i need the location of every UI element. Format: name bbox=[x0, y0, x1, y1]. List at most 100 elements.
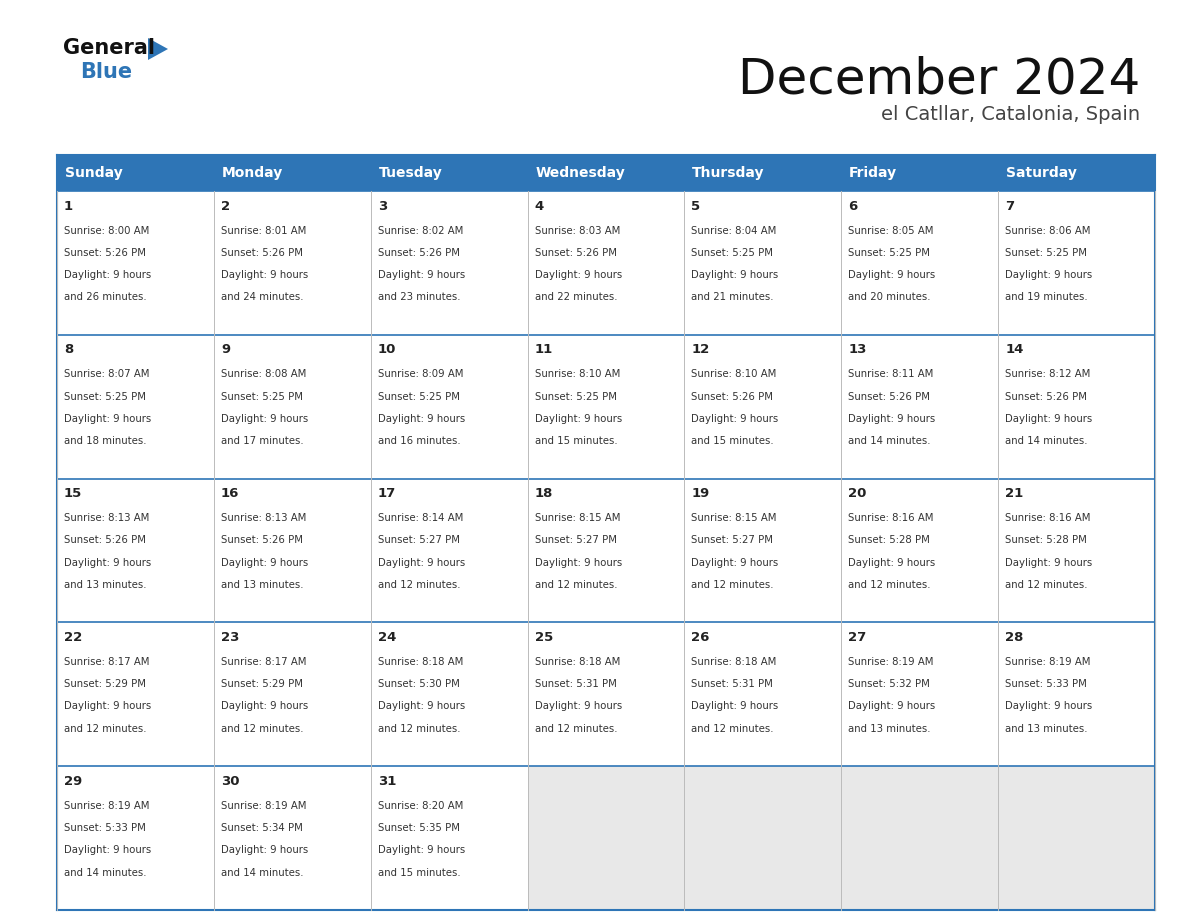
Text: Daylight: 9 hours: Daylight: 9 hours bbox=[1005, 270, 1093, 280]
Text: 22: 22 bbox=[64, 631, 82, 644]
Text: Sunset: 5:33 PM: Sunset: 5:33 PM bbox=[64, 823, 146, 833]
Text: 28: 28 bbox=[1005, 631, 1024, 644]
Text: Daylight: 9 hours: Daylight: 9 hours bbox=[848, 414, 936, 424]
Text: 27: 27 bbox=[848, 631, 866, 644]
Text: Sunset: 5:29 PM: Sunset: 5:29 PM bbox=[64, 679, 146, 689]
Text: Daylight: 9 hours: Daylight: 9 hours bbox=[221, 414, 308, 424]
Text: Sunrise: 8:18 AM: Sunrise: 8:18 AM bbox=[691, 657, 777, 666]
Bar bbox=[57, 478, 214, 622]
Text: Sunset: 5:28 PM: Sunset: 5:28 PM bbox=[1005, 535, 1087, 545]
Text: and 12 minutes.: and 12 minutes. bbox=[691, 580, 775, 590]
Bar bbox=[998, 155, 1155, 191]
Text: Sunrise: 8:13 AM: Sunrise: 8:13 AM bbox=[64, 513, 150, 523]
Text: and 17 minutes.: and 17 minutes. bbox=[221, 436, 304, 446]
Bar bbox=[371, 767, 527, 910]
Text: and 14 minutes.: and 14 minutes. bbox=[64, 868, 146, 878]
Text: Daylight: 9 hours: Daylight: 9 hours bbox=[378, 270, 465, 280]
Text: Daylight: 9 hours: Daylight: 9 hours bbox=[64, 845, 151, 856]
Bar bbox=[214, 622, 371, 767]
Text: and 20 minutes.: and 20 minutes. bbox=[848, 292, 931, 302]
Text: Daylight: 9 hours: Daylight: 9 hours bbox=[1005, 558, 1093, 567]
Text: and 12 minutes.: and 12 minutes. bbox=[221, 723, 303, 733]
Text: Sunrise: 8:03 AM: Sunrise: 8:03 AM bbox=[535, 226, 620, 236]
Text: Sunset: 5:27 PM: Sunset: 5:27 PM bbox=[378, 535, 460, 545]
Bar bbox=[684, 191, 841, 335]
Text: Sunrise: 8:11 AM: Sunrise: 8:11 AM bbox=[848, 369, 934, 379]
Text: Sunset: 5:29 PM: Sunset: 5:29 PM bbox=[221, 679, 303, 689]
Text: Sunrise: 8:19 AM: Sunrise: 8:19 AM bbox=[64, 800, 150, 811]
Bar bbox=[998, 335, 1155, 478]
Text: Daylight: 9 hours: Daylight: 9 hours bbox=[535, 558, 621, 567]
Text: 5: 5 bbox=[691, 199, 701, 213]
Text: Sunrise: 8:18 AM: Sunrise: 8:18 AM bbox=[378, 657, 463, 666]
Text: Sunset: 5:32 PM: Sunset: 5:32 PM bbox=[848, 679, 930, 689]
Text: Daylight: 9 hours: Daylight: 9 hours bbox=[221, 701, 308, 711]
Text: 4: 4 bbox=[535, 199, 544, 213]
Text: Daylight: 9 hours: Daylight: 9 hours bbox=[848, 701, 936, 711]
Bar bbox=[57, 622, 214, 767]
Bar bbox=[998, 191, 1155, 335]
Text: Sunrise: 8:12 AM: Sunrise: 8:12 AM bbox=[1005, 369, 1091, 379]
Text: Sunset: 5:26 PM: Sunset: 5:26 PM bbox=[848, 392, 930, 401]
Text: Daylight: 9 hours: Daylight: 9 hours bbox=[691, 414, 779, 424]
Text: Sunrise: 8:16 AM: Sunrise: 8:16 AM bbox=[1005, 513, 1091, 523]
Text: Sunrise: 8:09 AM: Sunrise: 8:09 AM bbox=[378, 369, 463, 379]
Text: Daylight: 9 hours: Daylight: 9 hours bbox=[221, 845, 308, 856]
Bar bbox=[841, 335, 998, 478]
Bar bbox=[57, 767, 214, 910]
Text: and 12 minutes.: and 12 minutes. bbox=[535, 580, 617, 590]
Text: 31: 31 bbox=[378, 775, 396, 788]
Text: Sunset: 5:25 PM: Sunset: 5:25 PM bbox=[64, 392, 146, 401]
Bar bbox=[527, 191, 684, 335]
Text: Sunrise: 8:20 AM: Sunrise: 8:20 AM bbox=[378, 800, 463, 811]
Text: 23: 23 bbox=[221, 631, 239, 644]
Text: 11: 11 bbox=[535, 343, 552, 356]
Bar bbox=[841, 191, 998, 335]
Bar bbox=[684, 478, 841, 622]
Text: Sunset: 5:35 PM: Sunset: 5:35 PM bbox=[378, 823, 460, 833]
Text: Sunrise: 8:16 AM: Sunrise: 8:16 AM bbox=[848, 513, 934, 523]
Bar bbox=[371, 335, 527, 478]
Text: 13: 13 bbox=[848, 343, 867, 356]
Bar bbox=[841, 767, 998, 910]
Bar bbox=[998, 622, 1155, 767]
Text: and 21 minutes.: and 21 minutes. bbox=[691, 292, 775, 302]
Text: Daylight: 9 hours: Daylight: 9 hours bbox=[221, 270, 308, 280]
Text: Sunset: 5:25 PM: Sunset: 5:25 PM bbox=[691, 248, 773, 258]
Bar bbox=[684, 767, 841, 910]
Bar bbox=[371, 622, 527, 767]
Text: Sunrise: 8:18 AM: Sunrise: 8:18 AM bbox=[535, 657, 620, 666]
Text: Sunrise: 8:05 AM: Sunrise: 8:05 AM bbox=[848, 226, 934, 236]
Bar bbox=[57, 335, 214, 478]
Text: and 13 minutes.: and 13 minutes. bbox=[64, 580, 146, 590]
Text: Sunrise: 8:10 AM: Sunrise: 8:10 AM bbox=[535, 369, 620, 379]
Text: Sunset: 5:26 PM: Sunset: 5:26 PM bbox=[378, 248, 460, 258]
Text: and 12 minutes.: and 12 minutes. bbox=[64, 723, 146, 733]
Bar bbox=[684, 335, 841, 478]
Text: Saturday: Saturday bbox=[1006, 166, 1076, 180]
Bar bbox=[998, 767, 1155, 910]
Bar bbox=[527, 155, 684, 191]
Text: Daylight: 9 hours: Daylight: 9 hours bbox=[378, 845, 465, 856]
Text: Daylight: 9 hours: Daylight: 9 hours bbox=[535, 701, 621, 711]
Bar bbox=[214, 335, 371, 478]
Text: 3: 3 bbox=[378, 199, 387, 213]
Bar bbox=[57, 191, 214, 335]
Text: and 18 minutes.: and 18 minutes. bbox=[64, 436, 146, 446]
Text: and 13 minutes.: and 13 minutes. bbox=[221, 580, 303, 590]
Text: Daylight: 9 hours: Daylight: 9 hours bbox=[691, 270, 779, 280]
Text: 15: 15 bbox=[64, 487, 82, 500]
Text: Daylight: 9 hours: Daylight: 9 hours bbox=[691, 558, 779, 567]
Text: Sunset: 5:30 PM: Sunset: 5:30 PM bbox=[378, 679, 460, 689]
Text: and 14 minutes.: and 14 minutes. bbox=[221, 868, 303, 878]
Text: Sunset: 5:25 PM: Sunset: 5:25 PM bbox=[378, 392, 460, 401]
Text: and 13 minutes.: and 13 minutes. bbox=[1005, 723, 1088, 733]
Text: Daylight: 9 hours: Daylight: 9 hours bbox=[691, 701, 779, 711]
Text: 21: 21 bbox=[1005, 487, 1023, 500]
Text: Friday: Friday bbox=[849, 166, 897, 180]
Text: Sunset: 5:26 PM: Sunset: 5:26 PM bbox=[691, 392, 773, 401]
Text: General: General bbox=[63, 38, 154, 58]
Text: 2: 2 bbox=[221, 199, 230, 213]
Text: Daylight: 9 hours: Daylight: 9 hours bbox=[64, 270, 151, 280]
Text: Sunset: 5:26 PM: Sunset: 5:26 PM bbox=[221, 535, 303, 545]
